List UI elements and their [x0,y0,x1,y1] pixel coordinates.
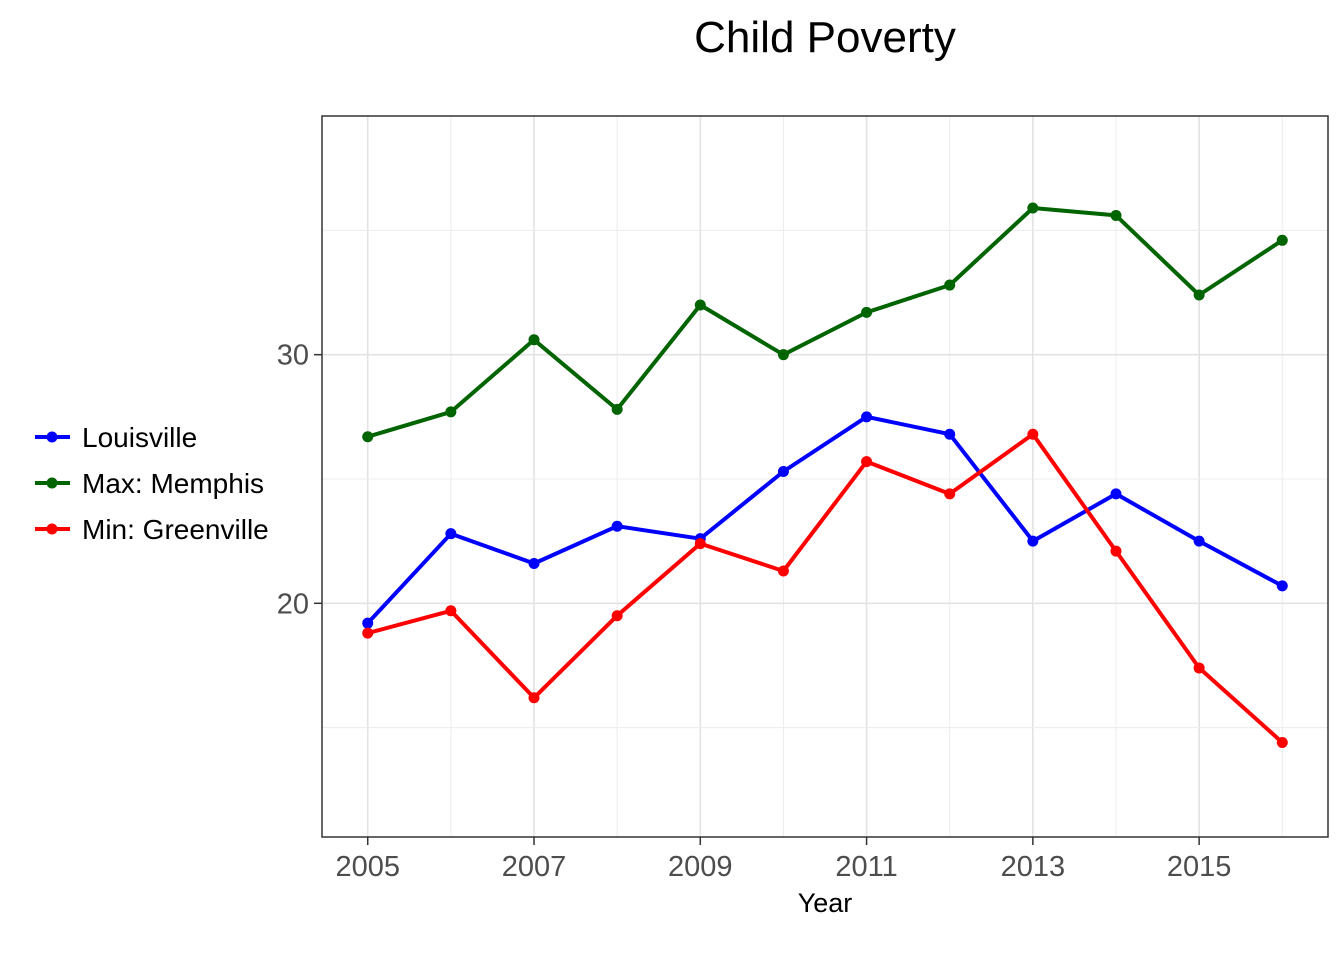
x-tick-label: 2011 [835,851,897,883]
x-axis-title: Year [798,888,853,918]
data-point [694,538,706,550]
series-lines [362,202,1288,749]
data-point [445,605,457,617]
data-point [611,520,623,532]
series-line [365,432,1285,745]
chart-title: Child Poverty [694,13,956,62]
legend-label: Max: Memphis [82,468,264,499]
legend-item: Min: Greenville [35,514,269,545]
data-point [1193,535,1205,547]
data-point [1276,580,1288,592]
legend: Louisville Max: Memphis Min: Greenville [35,422,269,545]
data-point [861,411,873,423]
data-point [1027,202,1039,214]
x-tick-label: 2009 [668,851,733,883]
grid [322,116,1328,837]
y-tick-label: 30 [277,340,309,372]
legend-label: Min: Greenville [82,514,269,545]
x-tick-label: 2005 [335,851,400,883]
data-point [445,406,457,418]
data-point [362,431,374,443]
data-point [362,627,374,639]
data-point [1110,209,1122,221]
data-point [861,456,873,468]
legend-key-point [46,477,58,489]
data-point [1193,289,1205,301]
series-line [365,414,1285,626]
data-point [1027,428,1039,440]
data-point [1027,535,1039,547]
legend-item: Max: Memphis [35,468,264,499]
data-point [777,565,789,577]
data-point [777,466,789,478]
data-point [362,617,374,629]
legend-label: Louisville [82,422,197,453]
legend-key-point [46,523,58,535]
data-point [861,306,873,318]
axis-ticks: 2005 2007 2009 2011 2013 2015 20 30 [277,340,1232,883]
data-point [777,349,789,361]
data-point [1193,662,1205,674]
x-tick-label: 2007 [502,851,567,883]
legend-key-point [46,431,58,443]
data-point [1276,234,1288,246]
data-point [944,279,956,291]
x-tick-label: 2015 [1167,851,1232,883]
plot-border [321,115,1329,838]
legend-item: Louisville [35,422,197,453]
data-point [1110,488,1122,500]
series-1 [362,411,1288,629]
series-line [365,206,1285,439]
data-point [528,692,540,704]
data-point [611,610,623,622]
data-point [1276,737,1288,749]
y-tick-label: 20 [277,588,309,620]
data-point [528,334,540,346]
data-point [611,403,623,415]
data-point [944,428,956,440]
series-3 [362,428,1288,749]
x-tick-label: 2013 [1001,851,1066,883]
data-point [1110,545,1122,557]
data-point [944,488,956,500]
data-point [694,299,706,311]
data-point [528,558,540,570]
series-2 [362,202,1288,443]
data-point [445,528,457,540]
